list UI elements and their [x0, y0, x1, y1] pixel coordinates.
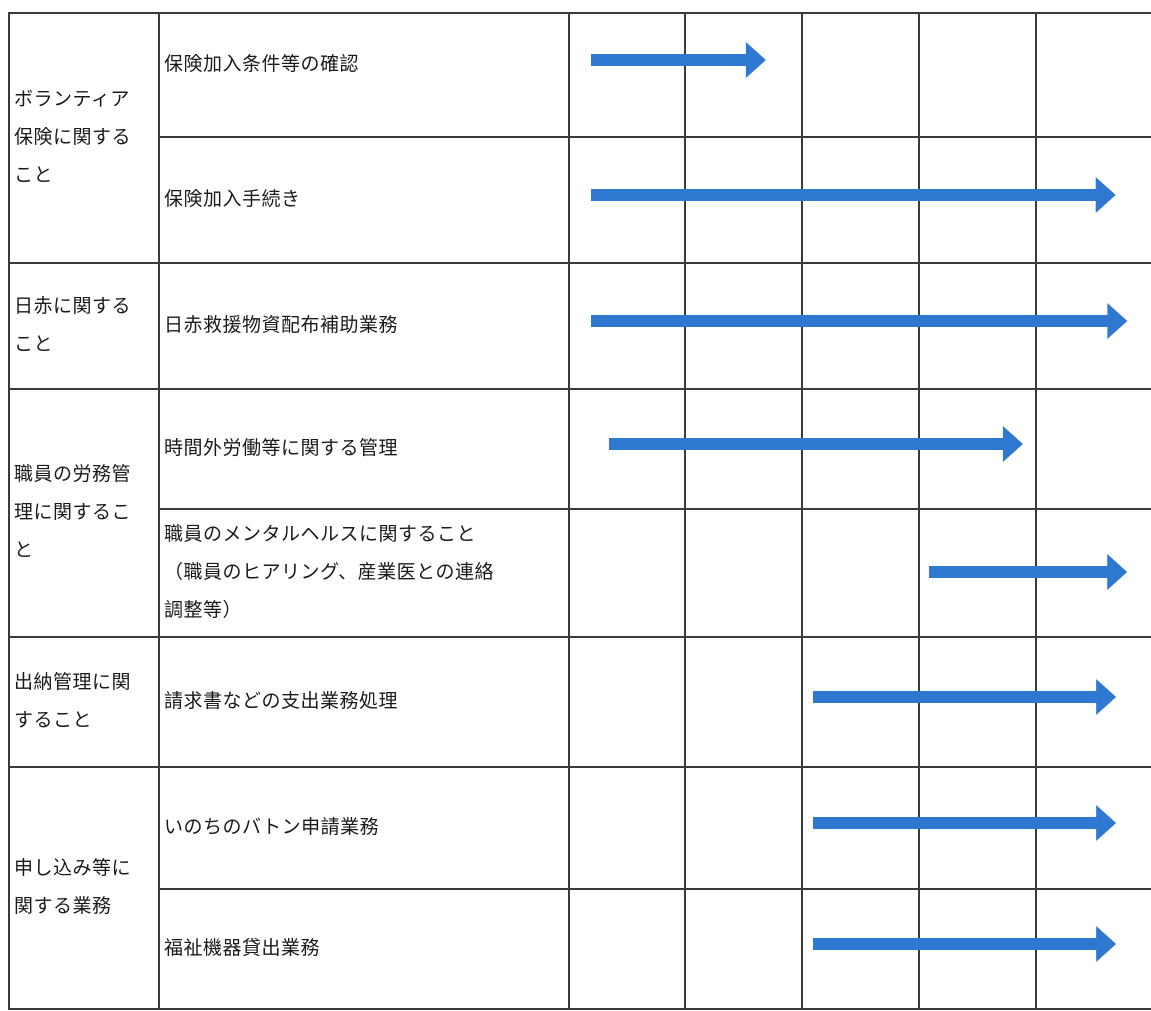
- arrow-shape: [812, 805, 1117, 841]
- grid-line-horizontal: [8, 388, 1151, 390]
- task-label: 福祉機器貸出業務: [164, 929, 320, 967]
- category-label: 職員の労務管 理に関すること: [14, 455, 131, 569]
- grid-line-vertical: [918, 12, 920, 1008]
- task-label-line: （職員のヒアリング、産業医との連絡: [164, 561, 494, 583]
- timeline-arrow: [591, 303, 1128, 339]
- task-label-line: 請求書などの支出業務処理: [164, 690, 399, 712]
- grid-line-horizontal: [158, 136, 1151, 138]
- category-label-line: 出納管理に関: [14, 671, 132, 693]
- grid-line-vertical: [568, 12, 570, 1008]
- timeline-arrow: [591, 177, 1116, 213]
- category-label-line: こと: [14, 333, 54, 355]
- timeline-arrow: [929, 554, 1128, 590]
- arrow-shape: [608, 426, 1023, 462]
- task-label: 日赤救援物資配布補助業務: [164, 306, 398, 344]
- category-label-line: 日赤に関する: [14, 295, 132, 317]
- task-label-line: 職員のメンタルヘルスに関すること: [164, 523, 477, 545]
- task-label: 職員のメンタルヘルスに関すること （職員のヒアリング、産業医との連絡 調整等）: [164, 515, 494, 629]
- grid-line-vertical: [1035, 12, 1037, 1008]
- arrow-shape: [591, 42, 767, 78]
- task-label-line: 調整等）: [164, 599, 243, 621]
- task-label-line: いのちのバトン申請業務: [164, 816, 380, 838]
- timeline-arrow: [608, 426, 1023, 462]
- category-label-line: 申し込み等に: [14, 857, 132, 879]
- arrow-shape: [591, 303, 1128, 339]
- category-label-line: 職員の労務管: [14, 463, 132, 485]
- task-label-line: 福祉機器貸出業務: [164, 937, 321, 959]
- task-label: 請求書などの支出業務処理: [164, 682, 398, 720]
- task-label: いのちのバトン申請業務: [164, 808, 379, 846]
- task-label: 保険加入条件等の確認: [164, 45, 359, 83]
- task-label-line: 保険加入条件等の確認: [164, 53, 360, 75]
- grid-line-horizontal: [8, 766, 1151, 768]
- grid-line-horizontal: [158, 508, 1151, 510]
- category-label: 出納管理に関 すること: [14, 663, 131, 739]
- grid-line-horizontal: [8, 262, 1151, 264]
- grid-line-horizontal: [8, 1008, 1151, 1010]
- task-label: 保険加入手続き: [164, 180, 301, 218]
- category-label-line: ボランティア: [14, 88, 130, 110]
- task-label-line: 日赤救援物資配布補助業務: [164, 314, 399, 336]
- category-label-line: 保険に関する: [14, 126, 132, 148]
- task-label-line: 時間外労働等に関する管理: [164, 437, 399, 459]
- category-label-line: 理に関するこ: [14, 501, 132, 523]
- category-label: 申し込み等に 関する業務: [14, 849, 131, 925]
- timeline-arrow: [591, 42, 767, 78]
- grid-line-horizontal: [8, 636, 1151, 638]
- grid-line-vertical: [684, 12, 686, 1008]
- arrow-shape: [929, 554, 1128, 590]
- grid-line-vertical: [8, 12, 10, 1008]
- timeline-arrow: [812, 805, 1117, 841]
- category-label: 日赤に関する こと: [14, 287, 131, 363]
- category-label-line: と: [14, 539, 34, 561]
- task-label: 時間外労働等に関する管理: [164, 429, 398, 467]
- arrow-shape: [591, 177, 1116, 213]
- grid-line-vertical: [801, 12, 803, 1008]
- timeline-arrow: [812, 926, 1117, 962]
- category-label-line: すること: [14, 709, 93, 731]
- task-label-line: 保険加入手続き: [164, 188, 301, 210]
- timeline-arrow: [812, 679, 1117, 715]
- category-label-line: 関する業務: [14, 895, 112, 917]
- grid-line-horizontal: [158, 888, 1151, 890]
- category-label-line: こと: [14, 164, 54, 186]
- grid-line-horizontal: [8, 12, 1151, 14]
- arrow-shape: [812, 926, 1117, 962]
- category-label: ボランティア 保険に関する こと: [14, 80, 131, 194]
- arrow-shape: [812, 679, 1117, 715]
- grid-line-vertical: [158, 12, 160, 1008]
